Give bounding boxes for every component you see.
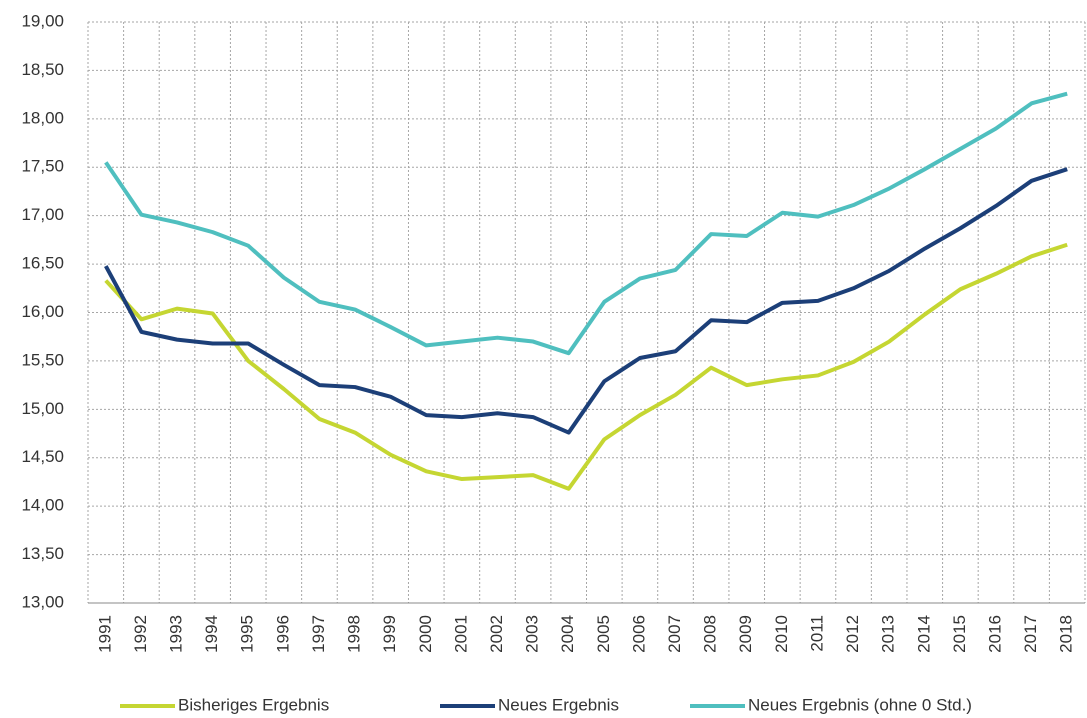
x-tick-label: 2003 [523,615,542,653]
series-line [104,242,1068,491]
y-tick-label: 14,00 [21,496,64,515]
x-tick-label: 2001 [451,615,470,653]
x-tick-label: 2014 [914,615,933,653]
y-tick-label: 16,50 [21,254,64,273]
x-tick-label: 2000 [416,615,435,653]
y-tick-label: 19,00 [21,11,64,30]
x-tick-label: 1998 [345,615,364,653]
x-tick-label: 2012 [843,615,862,653]
x-tick-label: 1992 [131,615,150,653]
legend-label: Neues Ergebnis (ohne 0 Std.) [748,695,972,714]
legend-label: Neues Ergebnis [498,695,619,714]
y-tick-label: 18,50 [21,60,64,79]
y-tick-label: 16,00 [21,302,64,321]
y-tick-label: 17,00 [21,205,64,224]
y-tick-label: 13,50 [21,544,64,563]
x-tick-label: 2006 [629,615,648,653]
y-tick-label: 15,50 [21,350,64,369]
x-tick-label: 1993 [167,615,186,653]
y-tick-label: 17,50 [21,157,64,176]
legend-label: Bisheriges Ergebnis [178,695,329,714]
x-tick-label: 2009 [736,615,755,653]
x-tick-label: 1995 [238,615,257,653]
series-line [104,91,1068,356]
x-tick-label: 1997 [309,615,328,653]
y-tick-label: 15,00 [21,399,64,418]
x-tick-label: 2018 [1057,615,1076,653]
x-tick-label: 2008 [701,615,720,653]
x-tick-label: 2011 [807,615,826,652]
y-tick-label: 13,00 [21,592,64,611]
x-tick-label: 2010 [772,615,791,653]
x-tick-label: 2002 [487,615,506,653]
x-tick-label: 1996 [273,615,292,653]
x-tick-label: 2013 [879,615,898,653]
x-tick-label: 1991 [95,615,114,653]
x-tick-label: 2005 [594,615,613,653]
x-tick-label: 1999 [380,615,399,653]
x-tick-label: 2016 [985,615,1004,653]
x-tick-label: 2007 [665,615,684,653]
x-tick-label: 2015 [950,615,969,653]
y-tick-label: 18,00 [21,108,64,127]
x-tick-label: 2004 [558,615,577,653]
x-tick-label: 2017 [1021,615,1040,653]
x-tick-label: 1994 [202,615,221,653]
y-tick-label: 14,50 [21,447,64,466]
series-line [104,167,1068,435]
